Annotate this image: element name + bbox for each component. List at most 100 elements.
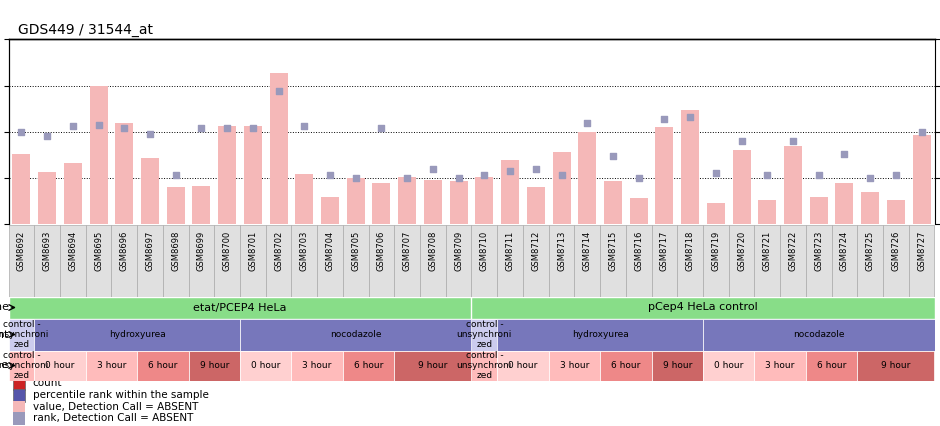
Bar: [116, 123, 133, 225]
Text: 0 hour: 0 hour: [509, 361, 538, 370]
Text: 0 hour: 0 hour: [251, 361, 280, 370]
Bar: [8, 296, 472, 319]
Bar: [13, 389, 25, 402]
Text: 9 hour: 9 hour: [418, 361, 447, 370]
Point: [348, 175, 363, 181]
Bar: [141, 158, 159, 225]
Text: GSM8701: GSM8701: [248, 230, 258, 271]
Text: 9 hour: 9 hour: [881, 361, 911, 370]
Bar: [549, 351, 600, 380]
Text: control -
unsynchroni
zed: control - unsynchroni zed: [457, 320, 512, 349]
Text: GSM8724: GSM8724: [840, 230, 849, 271]
Point: [786, 138, 801, 145]
Bar: [703, 351, 755, 380]
Point: [400, 175, 415, 181]
Text: GSM8725: GSM8725: [866, 230, 875, 271]
Text: 6 hour: 6 hour: [354, 361, 384, 370]
Bar: [887, 200, 905, 225]
Bar: [214, 225, 240, 296]
Bar: [166, 187, 184, 225]
Text: 0 hour: 0 hour: [714, 361, 744, 370]
Bar: [8, 319, 34, 351]
Bar: [755, 225, 780, 296]
Text: 6 hour: 6 hour: [149, 361, 178, 370]
Text: nocodazole: nocodazole: [330, 330, 382, 339]
Bar: [809, 197, 828, 225]
Text: 9 hour: 9 hour: [199, 361, 229, 370]
Bar: [163, 225, 189, 296]
Bar: [60, 225, 86, 296]
Point: [143, 130, 158, 137]
Bar: [626, 225, 651, 296]
Bar: [240, 351, 291, 380]
Bar: [343, 351, 395, 380]
Point: [297, 123, 312, 130]
Bar: [836, 183, 854, 225]
Bar: [549, 225, 574, 296]
Bar: [449, 181, 467, 225]
Bar: [243, 126, 262, 225]
Bar: [291, 351, 343, 380]
Point: [426, 166, 441, 173]
Text: percentile rank within the sample: percentile rank within the sample: [33, 390, 209, 400]
Point: [682, 114, 697, 121]
Text: agent: agent: [0, 329, 8, 340]
Text: GSM8698: GSM8698: [171, 230, 180, 271]
Text: GSM8712: GSM8712: [531, 230, 540, 271]
Point: [14, 129, 29, 135]
Bar: [780, 225, 806, 296]
Text: GSM8710: GSM8710: [479, 230, 489, 271]
Bar: [266, 225, 291, 296]
Bar: [604, 181, 622, 225]
Bar: [497, 351, 549, 380]
Bar: [395, 351, 472, 380]
Bar: [913, 135, 931, 225]
Bar: [13, 412, 25, 425]
Point: [863, 175, 878, 181]
Bar: [13, 377, 25, 389]
Text: GSM8716: GSM8716: [634, 230, 643, 271]
Bar: [137, 351, 189, 380]
Text: hydroxyurea: hydroxyurea: [109, 330, 165, 339]
Bar: [707, 203, 725, 225]
Text: control -
unsynchroni
zed: control - unsynchroni zed: [457, 351, 512, 380]
Bar: [806, 225, 832, 296]
Text: GSM8706: GSM8706: [377, 230, 386, 271]
Text: cell line: cell line: [0, 302, 8, 313]
Bar: [678, 225, 703, 296]
Point: [322, 171, 337, 178]
Bar: [218, 126, 236, 225]
Bar: [472, 319, 497, 351]
Bar: [651, 351, 703, 380]
Bar: [472, 225, 497, 296]
Text: rank, Detection Call = ABSENT: rank, Detection Call = ABSENT: [33, 413, 193, 423]
Bar: [472, 351, 497, 380]
Bar: [755, 351, 806, 380]
Text: 3 hour: 3 hour: [97, 361, 126, 370]
Text: GSM8692: GSM8692: [17, 230, 26, 271]
Bar: [189, 225, 214, 296]
Bar: [857, 225, 883, 296]
Bar: [497, 225, 523, 296]
Bar: [270, 73, 288, 225]
Bar: [909, 225, 934, 296]
Bar: [655, 127, 673, 225]
Text: control -
unsynchroni
zed: control - unsynchroni zed: [0, 351, 49, 380]
Point: [760, 171, 775, 178]
Bar: [832, 225, 857, 296]
Point: [554, 171, 569, 178]
Text: GSM8715: GSM8715: [608, 230, 618, 271]
Bar: [39, 172, 56, 225]
Text: GSM8702: GSM8702: [274, 230, 283, 271]
Point: [477, 171, 492, 178]
Bar: [64, 163, 82, 225]
Point: [271, 88, 286, 95]
Text: GDS449 / 31544_at: GDS449 / 31544_at: [18, 23, 153, 37]
Bar: [86, 351, 137, 380]
Text: GSM8720: GSM8720: [737, 230, 746, 271]
Bar: [574, 225, 600, 296]
Point: [39, 132, 55, 139]
Point: [194, 125, 209, 132]
Bar: [526, 187, 545, 225]
Point: [605, 153, 620, 159]
